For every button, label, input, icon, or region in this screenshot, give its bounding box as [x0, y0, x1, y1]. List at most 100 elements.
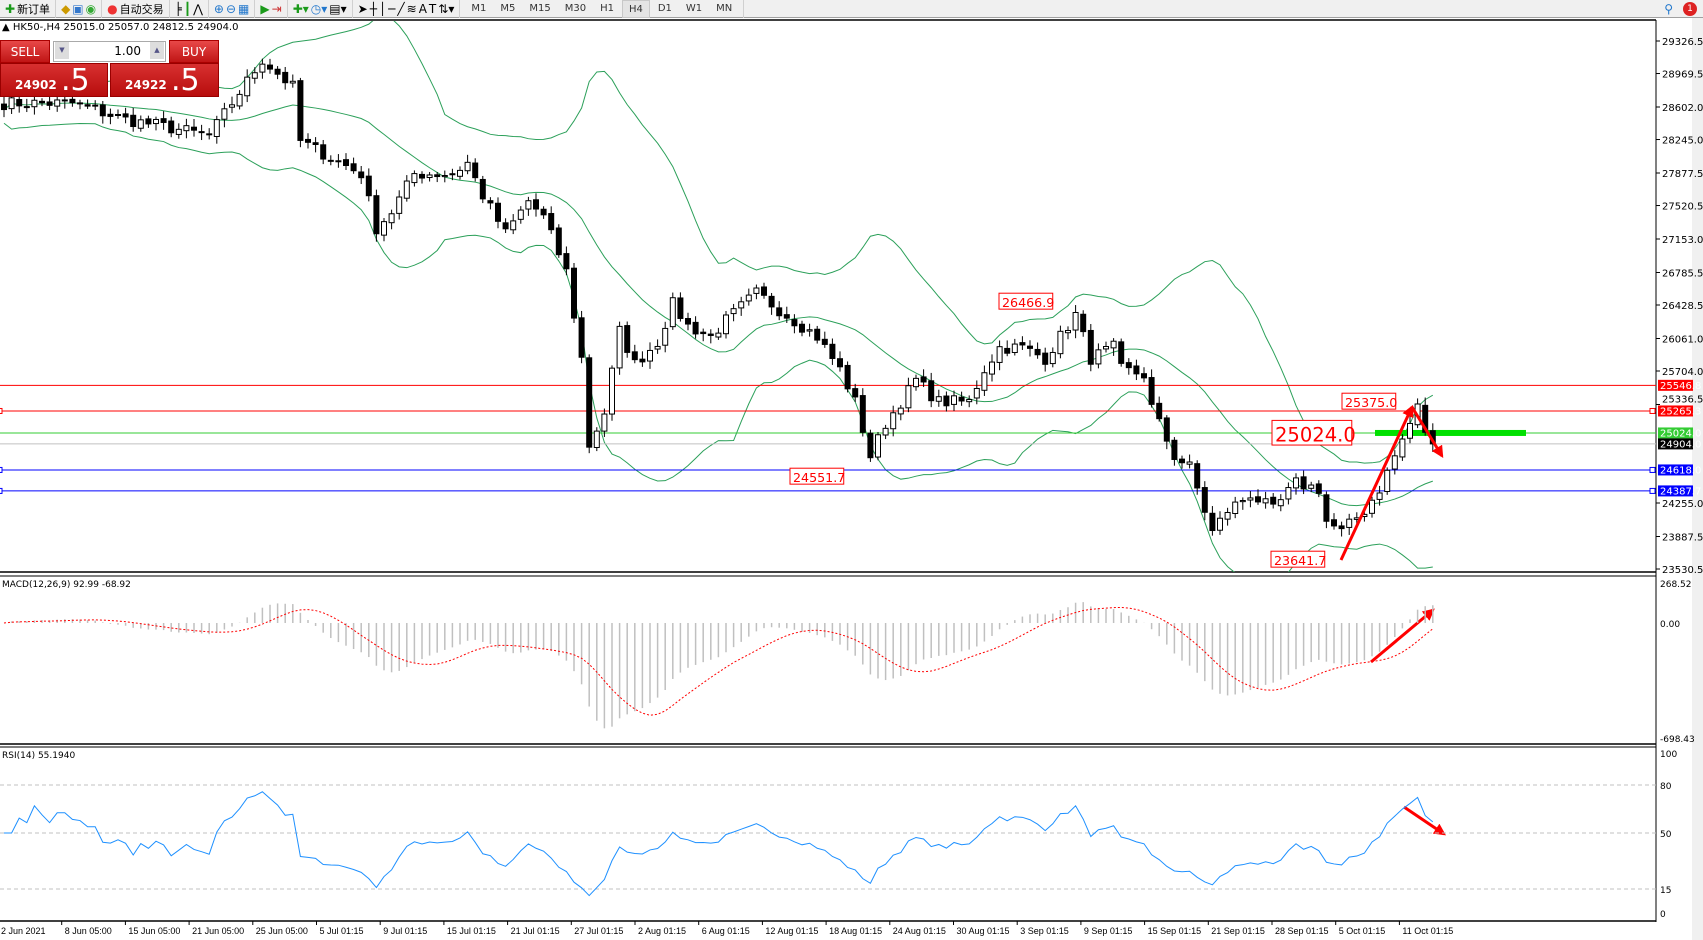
candle — [1125, 358, 1132, 375]
zoom-out-icon[interactable]: ⊖ — [225, 1, 237, 16]
price-tag-text: 25024.0 — [1660, 428, 1701, 439]
candle — [39, 98, 45, 107]
candle — [1027, 340, 1033, 357]
candle — [1080, 310, 1087, 337]
candle — [1163, 415, 1170, 450]
timeframe-m1[interactable]: M1 — [471, 2, 487, 14]
periods-icon[interactable]: ◷▾ — [310, 1, 328, 16]
candle-body — [381, 221, 387, 236]
candle-body — [745, 294, 752, 302]
candle-body — [305, 138, 311, 143]
text-label-icon[interactable]: T — [428, 1, 437, 16]
time-axis-label: 9 Sep 01:15 — [1084, 926, 1133, 936]
new-order-button[interactable]: ✚ 新订单 — [0, 0, 57, 18]
candle — [251, 67, 258, 84]
trendline-icon[interactable]: ╱ — [397, 1, 405, 16]
timeframe-h4[interactable]: H4 — [621, 0, 650, 18]
text-icon[interactable]: A — [418, 1, 427, 16]
trend-arrow — [1370, 608, 1435, 664]
candle-body — [107, 113, 114, 117]
timeframe-m5[interactable]: M5 — [500, 2, 516, 14]
cursor-icon[interactable]: ➤ — [357, 1, 368, 16]
candle-body — [1156, 402, 1163, 420]
candle — [1049, 347, 1056, 368]
signal-icon[interactable]: ◉ — [85, 1, 97, 16]
candle — [343, 153, 349, 170]
buy-price-box[interactable]: 24922.5 — [110, 63, 219, 98]
search-icon[interactable]: ⚲ — [1664, 1, 1673, 16]
candle-body — [981, 372, 988, 391]
candle — [1346, 513, 1353, 535]
sell-button[interactable]: SELL — [0, 40, 50, 63]
horizontal-line-icon[interactable]: ─ — [388, 1, 396, 16]
time-axis-label: 30 Aug 01:15 — [957, 926, 1010, 936]
price-chart[interactable]: 25546.825265.325024.024904.024618.024387… — [0, 18, 1703, 940]
candle-chart-icon[interactable]: ┃ — [183, 1, 192, 16]
candle-body — [175, 128, 182, 135]
timeframe-m15[interactable]: M15 — [529, 2, 551, 14]
buy-button[interactable]: BUY — [169, 40, 219, 63]
bar-chart-icon[interactable]: ╞ — [174, 1, 182, 16]
candle — [221, 102, 228, 128]
candle — [1277, 494, 1284, 512]
candle — [1019, 336, 1026, 350]
sell-price-box[interactable]: 24902.5 — [0, 63, 108, 98]
line-chart-icon[interactable]: ⋀ — [193, 1, 203, 16]
auto-scroll-icon[interactable]: ▶ — [260, 1, 270, 16]
trend-arrow — [1410, 406, 1444, 459]
candle-body — [533, 199, 539, 210]
candle-body — [1308, 484, 1315, 489]
candle-body — [358, 171, 365, 179]
crosshair-icon[interactable]: ┼ — [369, 1, 377, 16]
indicators-icon[interactable]: ✚▾ — [292, 1, 309, 16]
price-tag — [1658, 405, 1693, 417]
candle-body — [137, 119, 144, 129]
candle — [1338, 521, 1345, 537]
timeframe-m30[interactable]: M30 — [564, 2, 587, 14]
candle-body — [593, 430, 600, 449]
time-axis-label: 28 Sep 01:15 — [1275, 926, 1329, 936]
timeframe-h1[interactable]: H1 — [600, 2, 614, 14]
notification-icon[interactable]: 1 — [1683, 1, 1697, 16]
candle — [783, 306, 790, 323]
candle-body — [403, 180, 410, 199]
timeframe-w1[interactable]: W1 — [685, 2, 703, 14]
arrows-icon[interactable]: ⇅▾ — [438, 1, 455, 16]
candle — [1323, 491, 1330, 529]
price-tag — [1658, 464, 1693, 476]
zoom-in-icon[interactable]: ⊕ — [213, 1, 224, 16]
annotation-box — [1341, 392, 1397, 410]
candle-body — [654, 345, 661, 350]
candle-body — [115, 114, 121, 117]
candle — [46, 95, 53, 111]
history-icon[interactable]: ◆ — [61, 1, 71, 16]
candle-body — [555, 227, 562, 256]
timeframe-d1[interactable]: D1 — [657, 2, 672, 14]
templates-icon[interactable]: ▤▾ — [329, 1, 347, 16]
chart-shift-icon[interactable]: ⇥ — [271, 1, 282, 16]
tile-windows-icon[interactable]: ▦ — [238, 1, 250, 16]
candle — [449, 168, 456, 181]
price-axis-label: 27153.0 — [1662, 235, 1703, 246]
lot-increase-icon[interactable]: ▲ — [150, 42, 164, 59]
candle — [548, 206, 555, 234]
candle — [1194, 460, 1201, 495]
candle-body — [1004, 347, 1011, 354]
lot-decrease-icon[interactable]: ▼ — [55, 42, 69, 59]
candle-body — [875, 434, 881, 458]
price-axis-label: 24255.0 — [1662, 499, 1703, 510]
lot-size-input[interactable]: 1.00 — [53, 41, 166, 62]
price-tag — [1658, 438, 1693, 450]
candle-body — [92, 104, 99, 107]
terminal-icon[interactable]: ▣ — [72, 1, 84, 16]
annotation-price: 23641.7 — [1274, 553, 1326, 568]
candle-body — [1118, 341, 1125, 364]
auto-trading-button[interactable]: ● 自动交易 — [102, 0, 170, 18]
vertical-line-icon[interactable]: │ — [378, 1, 387, 16]
fibonacci-icon[interactable]: ≋ — [406, 1, 417, 16]
timeframe-mn[interactable]: MN — [716, 2, 733, 14]
candle-body — [1011, 343, 1018, 354]
annotation-box — [998, 292, 1054, 310]
candle-body — [122, 113, 129, 118]
candle — [1285, 482, 1292, 505]
